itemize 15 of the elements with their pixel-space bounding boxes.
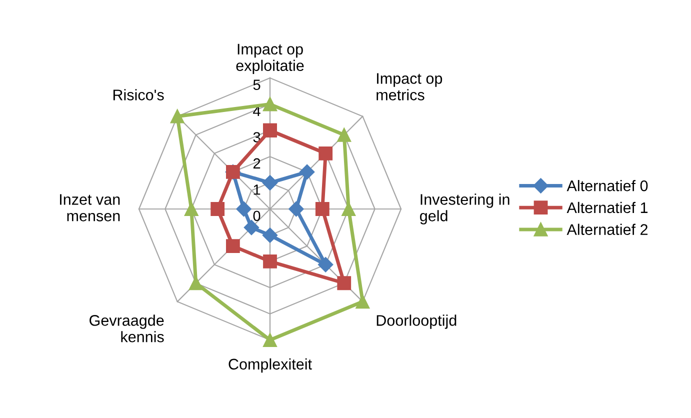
legend-label: Alternatief 1 xyxy=(566,202,648,214)
spoke-label: Inzet van mensen xyxy=(60,194,120,222)
spoke-label: Impact op metrics xyxy=(376,73,442,100)
spoke-label: Impact op exploitatie xyxy=(236,44,304,74)
spoke-label: Risico's xyxy=(113,89,164,100)
spoke-label: Gevraagde kennis xyxy=(90,314,164,342)
y-tick-label: 1 xyxy=(254,184,260,195)
spoke-label: Complexiteit xyxy=(228,358,312,373)
spoke-label: Investering in geld xyxy=(420,194,510,224)
legend-label: Alternatief 0 xyxy=(566,180,648,192)
y-tick-label: 2 xyxy=(253,158,260,168)
legend-label: Alternatief 2 xyxy=(566,224,648,235)
y-tick-label: 0 xyxy=(253,210,260,222)
spoke-label: Doorlooptijd xyxy=(376,314,456,329)
y-tick-label: 5 xyxy=(253,80,260,90)
